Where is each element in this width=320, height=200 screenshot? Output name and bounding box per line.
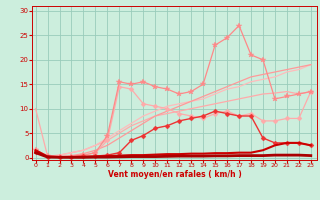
X-axis label: Vent moyen/en rafales ( km/h ): Vent moyen/en rafales ( km/h )	[108, 170, 241, 179]
